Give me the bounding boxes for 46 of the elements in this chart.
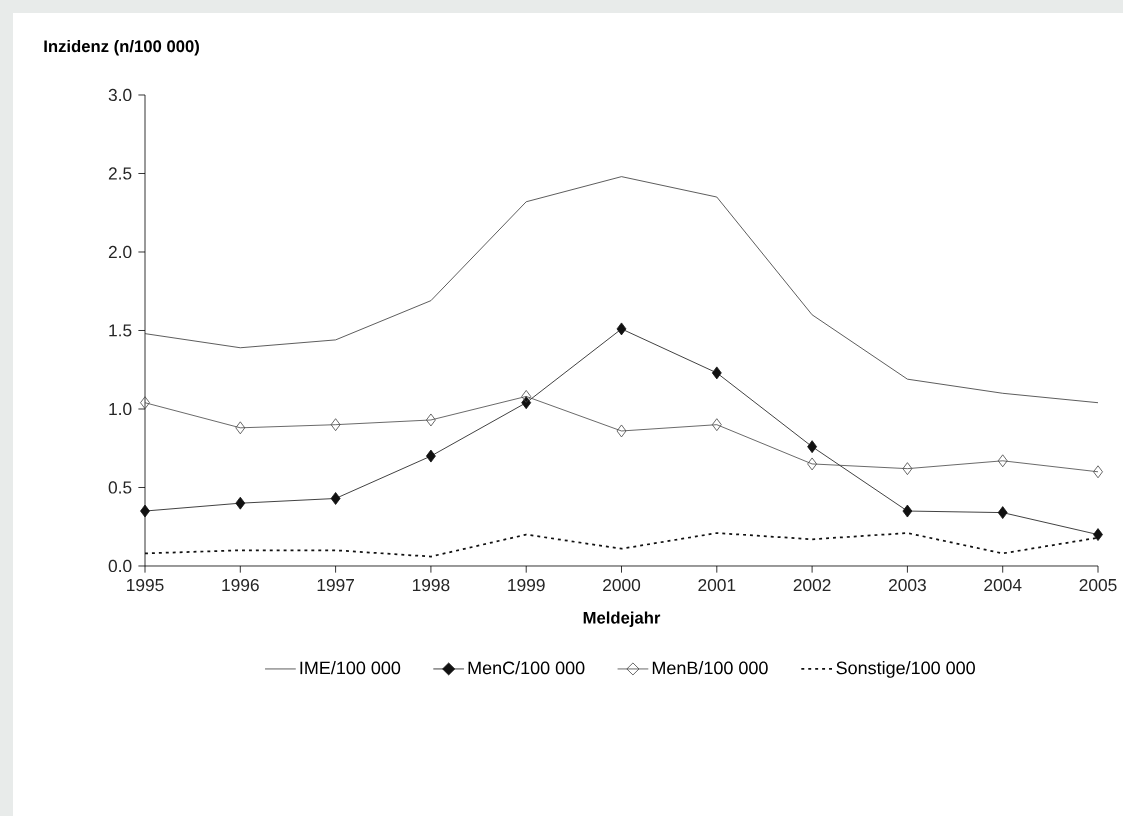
legend-label: MenB/100 000 — [652, 661, 768, 675]
point — [997, 454, 1008, 468]
point — [330, 492, 341, 505]
x-tick-label: 2003 — [889, 578, 926, 592]
point — [616, 424, 627, 438]
point — [711, 418, 722, 432]
x-tick-label: 2001 — [698, 578, 736, 592]
legend-label: MenC/100 000 — [468, 661, 585, 675]
y-tick-label: 2.5 — [108, 167, 132, 180]
x-tick-label: 2004 — [984, 578, 1022, 592]
y-tick-label: 1.0 — [109, 402, 132, 416]
point — [902, 504, 913, 518]
point — [330, 418, 341, 432]
point — [807, 440, 818, 454]
point — [235, 496, 246, 510]
point — [902, 462, 913, 476]
x-tick-label: 2000 — [603, 578, 641, 592]
x-tick-label: 1995 — [127, 578, 164, 592]
y-tick-label: 0.5 — [108, 481, 132, 494]
x-tick-label: 1997 — [317, 578, 354, 592]
point — [997, 506, 1008, 520]
point — [807, 457, 818, 471]
x-tick-label: 1996 — [222, 578, 259, 592]
line-series — [144, 176, 1099, 404]
legend-label: Sonstige/100 000 — [836, 661, 975, 678]
legend-label: IME/100 000 — [300, 661, 401, 675]
point — [140, 396, 150, 410]
point — [426, 449, 436, 463]
point — [140, 504, 150, 518]
x-tick-label: 1998 — [412, 578, 450, 592]
point — [235, 421, 246, 435]
point — [711, 366, 722, 380]
x-axis-title: Meldejahr — [583, 611, 661, 627]
point — [426, 413, 436, 427]
y-tick-label: 3.0 — [108, 88, 132, 102]
point — [616, 322, 627, 336]
x-tick-label: 2005 — [1079, 578, 1117, 592]
y-tick-label: 2.0 — [108, 245, 132, 259]
y-tick-label: 0.0 — [108, 559, 132, 573]
point — [1093, 465, 1103, 479]
point — [1093, 528, 1103, 541]
x-tick-label: 2002 — [793, 578, 831, 592]
point — [521, 390, 532, 403]
y-tick-label: 1.5 — [109, 324, 132, 337]
x-tick-label: 1999 — [508, 578, 545, 592]
y-axis-title: Inzidenz (n/100 000) — [44, 39, 199, 56]
